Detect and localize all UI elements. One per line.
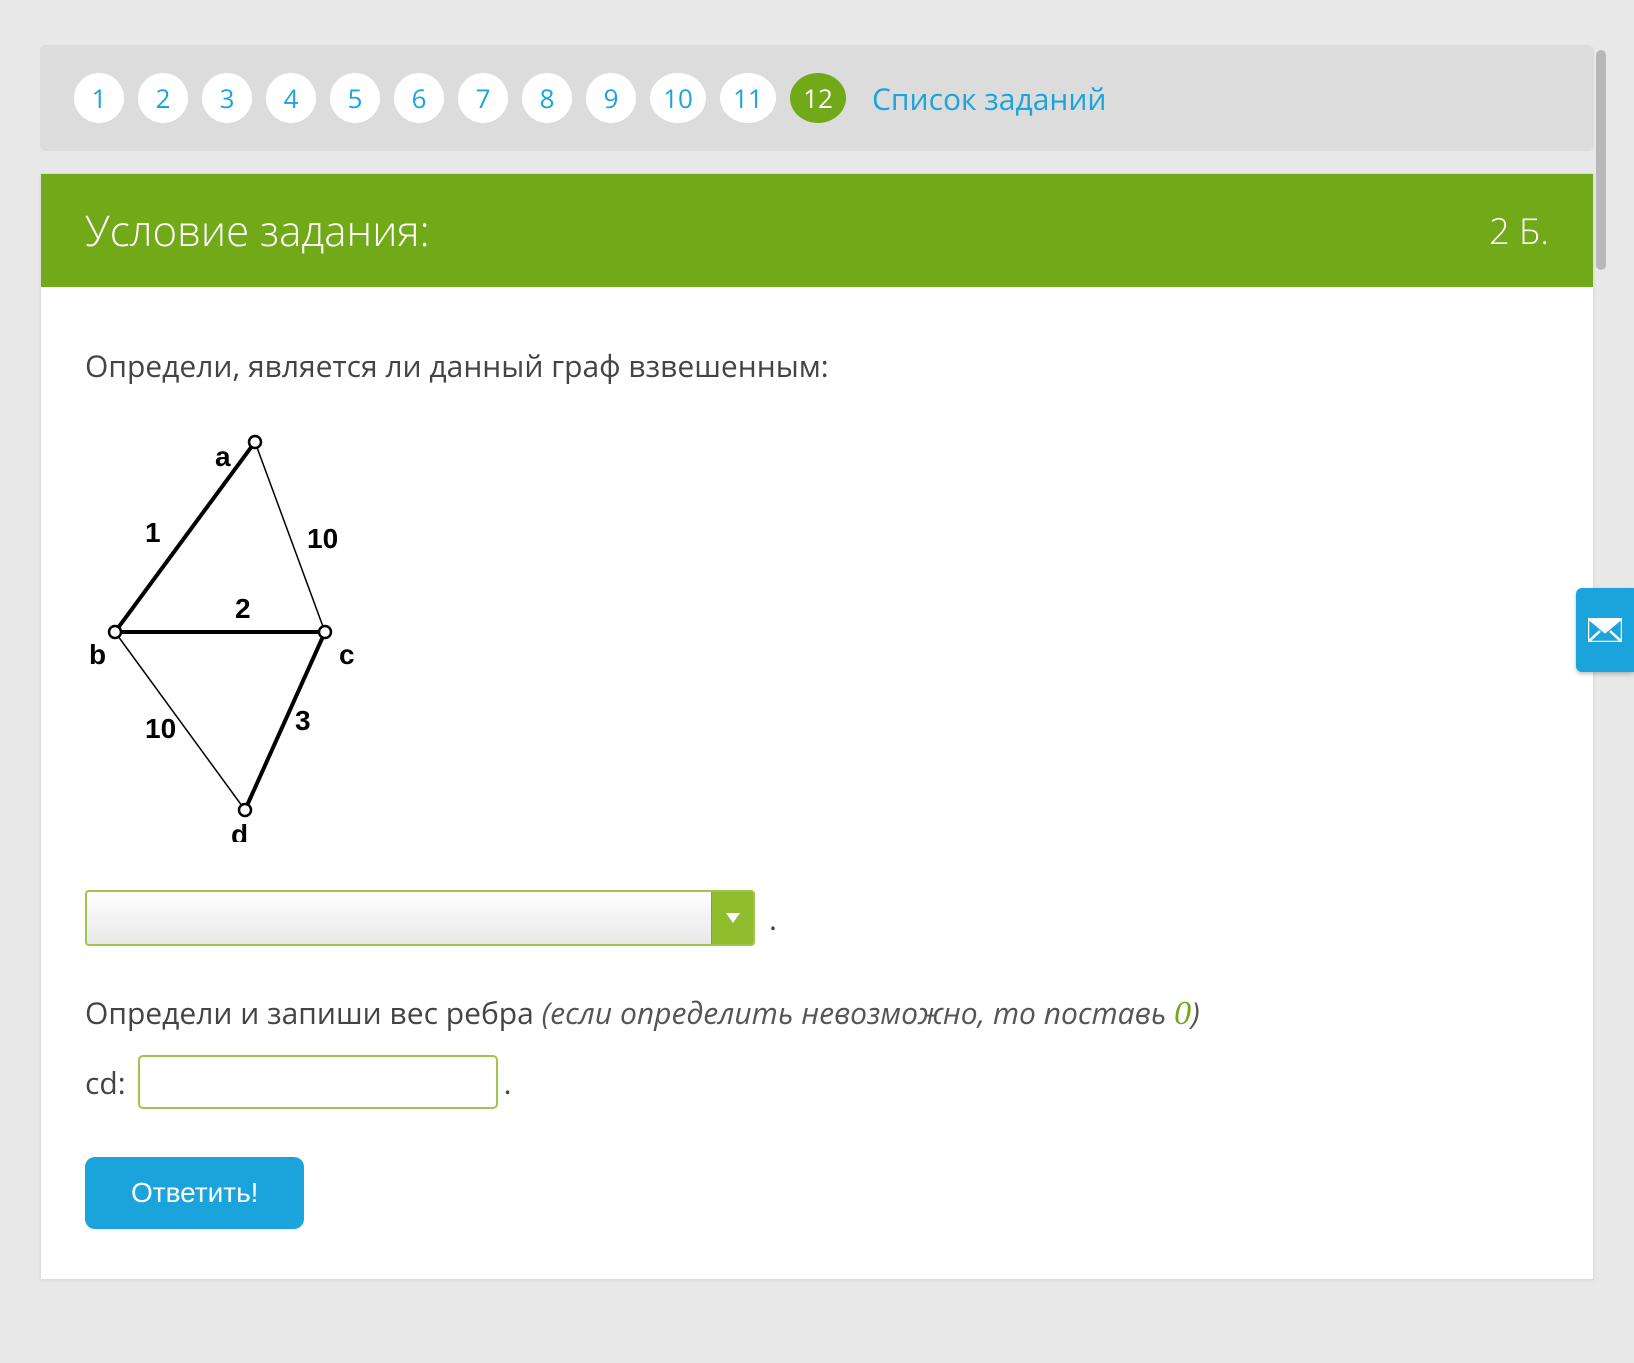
input-period: . [504,1062,512,1103]
input-label: cd: [85,1062,126,1103]
svg-text:d: d [231,819,248,842]
task-nav: 123456789101112Список заданий [40,45,1594,151]
answer-button[interactable]: Ответить! [85,1157,304,1229]
nav-pill-11[interactable]: 11 [720,73,776,123]
nav-pill-8[interactable]: 8 [522,73,572,123]
svg-text:3: 3 [295,705,311,736]
chevron-down-icon [711,892,753,944]
mail-icon[interactable] [1576,588,1634,672]
panel-points: 2 Б. [1489,206,1549,255]
select-row: . [85,890,1549,946]
svg-text:b: b [89,639,106,670]
nav-pill-1[interactable]: 1 [74,73,124,123]
panel-body: Определи, является ли данный граф взвеше… [41,287,1593,1279]
sub-q-zero: 0 [1174,995,1191,1032]
nav-pill-5[interactable]: 5 [330,73,380,123]
nav-pill-2[interactable]: 2 [138,73,188,123]
svg-text:10: 10 [307,523,338,554]
scrollbar[interactable] [1596,50,1606,270]
answer-select[interactable] [85,890,755,946]
svg-text:10: 10 [145,713,176,744]
task-panel: Условие задания: 2 Б. Определи, является… [40,173,1594,1280]
nav-pill-12[interactable]: 12 [790,73,846,123]
nav-pill-6[interactable]: 6 [394,73,444,123]
nav-pill-3[interactable]: 3 [202,73,252,123]
panel-header: Условие задания: 2 Б. [41,174,1593,287]
sub-q-suffix: ) [1191,992,1200,1033]
panel-title: Условие задания: [85,202,430,259]
question-text: Определи, является ли данный граф взвеше… [85,345,1549,386]
edge-weight-row: cd: . [85,1055,1549,1109]
svg-text:c: c [339,639,355,670]
nav-pill-4[interactable]: 4 [266,73,316,123]
nav-pill-9[interactable]: 9 [586,73,636,123]
svg-text:1: 1 [145,517,161,548]
nav-pill-7[interactable]: 7 [458,73,508,123]
nav-pill-10[interactable]: 10 [650,73,706,123]
sub-q-prefix: Определи и запиши вес ребра [85,992,542,1033]
svg-text:2: 2 [235,593,251,624]
svg-text:a: a [215,441,231,472]
sub-q-italic: (если определить невозможно, то поставь [542,992,1174,1033]
select-period: . [769,898,777,939]
task-list-link[interactable]: Список заданий [872,78,1107,119]
edge-weight-input[interactable] [138,1055,498,1109]
graph-diagram: 1 10 2 10 3 a b c d [85,422,365,842]
sub-question: Определи и запиши вес ребра (если опреде… [85,992,1549,1033]
select-value [87,892,711,944]
